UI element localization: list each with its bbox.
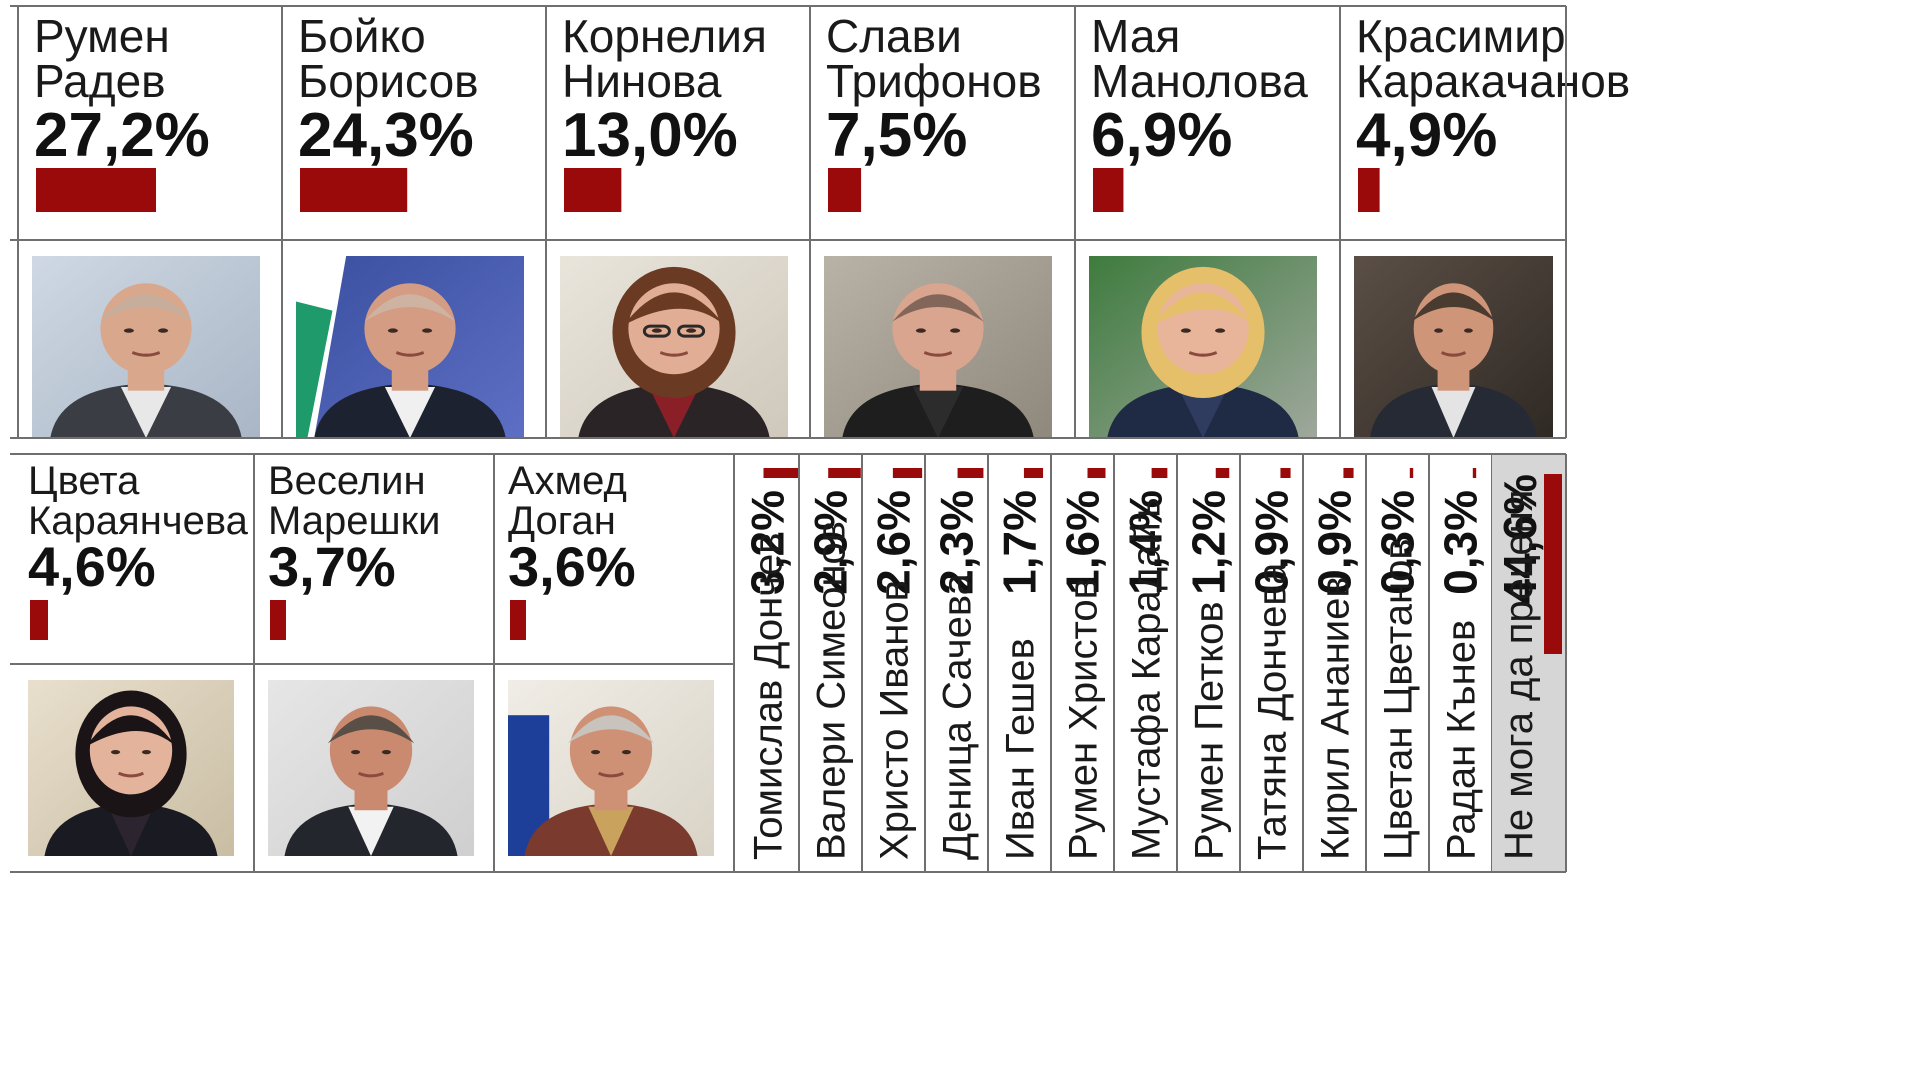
other-candidate-name: Деница Сачева <box>936 572 980 860</box>
candidate-portrait-man-bald-grey-suit-portrait <box>32 256 260 438</box>
other-candidate-bar <box>1151 468 1168 478</box>
other-candidate-bar <box>892 468 923 478</box>
undecided-name: Не мога да преценя <box>1497 490 1541 860</box>
other-candidate-name: Христо Иванов <box>873 580 917 860</box>
other-candidate-percent-label: 0,9% <box>1309 490 1361 595</box>
candidate-percent-label: 4,9% <box>1356 101 1497 170</box>
candidate-first-name: Красимир <box>1356 10 1566 62</box>
other-candidate-bar <box>1023 468 1044 478</box>
candidate-bar <box>1358 168 1380 212</box>
other-candidate-percent-label: 2,6% <box>868 490 920 595</box>
other-candidate-bar <box>763 468 800 478</box>
other-candidate-percent-label: 3,2% <box>742 490 794 595</box>
candidate-percent-label: 27,2% <box>34 101 210 170</box>
other-candidate-percent-label: 1,2% <box>1183 490 1235 595</box>
candidate-percent-label: 4,6% <box>28 535 156 598</box>
other-candidate-bar <box>1343 468 1354 478</box>
candidate-portrait-man-shaved-head-portrait <box>824 256 1052 438</box>
candidate-last-name: Доган <box>508 499 616 543</box>
other-candidate-name: Томислав Дончев <box>747 532 791 860</box>
other-candidate-name: Иван Гешев <box>999 638 1043 860</box>
candidate-first-name: Цвета <box>28 459 140 503</box>
other-candidate-name: Мустафа Карадайъ <box>1125 497 1169 860</box>
candidate-percent-label: 13,0% <box>562 101 738 170</box>
candidate-first-name: Веселин <box>268 459 426 503</box>
candidate-percent-label: 24,3% <box>298 101 474 170</box>
candidate-first-name: Ахмед <box>508 459 627 503</box>
candidate-bar <box>510 600 526 640</box>
candidate-last-name: Каракачанов <box>1356 55 1630 107</box>
other-candidate-name: Кирил Ананиев <box>1314 576 1358 860</box>
candidate-percent-label: 6,9% <box>1091 101 1232 170</box>
other-candidate-name: Цветан Цветанов <box>1377 538 1421 860</box>
candidate-first-name: Корнелия <box>562 10 767 62</box>
other-candidate-percent-label: 0,9% <box>1246 490 1298 595</box>
candidate-first-name: Румен <box>34 10 170 62</box>
other-candidate-percent-label: 1,7% <box>994 490 1046 595</box>
candidate-portrait-man-dark-hair-portrait <box>1354 256 1553 438</box>
candidate-portrait-woman-blonde-portrait <box>1089 256 1317 438</box>
other-candidate-percent-label: 1,6% <box>1057 490 1109 595</box>
candidate-portrait-woman-glasses-portrait <box>560 256 788 438</box>
other-candidate-name: Радан Кънев <box>1440 620 1484 860</box>
candidate-bar <box>564 168 622 212</box>
other-candidate-bar <box>1280 468 1291 478</box>
other-candidate-name: Татяна Дончева <box>1251 562 1295 860</box>
candidate-portrait-woman-dark-hair-portrait <box>28 680 234 856</box>
other-candidate-name: Валери Симеонов <box>810 521 854 860</box>
other-candidate-bar <box>1215 468 1230 478</box>
other-candidate-percent-label: 0,3% <box>1372 490 1424 595</box>
candidate-last-name: Манолова <box>1091 55 1308 107</box>
other-candidate-name: Румен Петков <box>1188 601 1232 860</box>
other-candidate-percent-label: 0,3% <box>1435 490 1487 595</box>
candidate-portrait-man-grey-hair-smiling-portrait <box>508 680 714 856</box>
candidate-bar <box>828 168 862 212</box>
candidate-last-name: Нинова <box>562 55 722 107</box>
candidate-last-name: Марешки <box>268 499 440 543</box>
other-candidate-percent-label: 1,4% <box>1120 490 1172 595</box>
candidate-portrait-man-dark-suit-flag-background-portrait <box>296 256 524 438</box>
candidate-percent-label: 3,6% <box>508 535 636 598</box>
other-candidate-bar <box>1087 468 1106 478</box>
other-candidate-bar <box>1472 468 1477 478</box>
other-candidate-bar <box>1409 468 1414 478</box>
candidate-first-name: Мая <box>1091 10 1180 62</box>
candidate-bar <box>36 168 156 212</box>
candidate-last-name: Радев <box>34 55 166 107</box>
candidate-portrait-man-short-hair-smiling-portrait <box>268 680 474 856</box>
candidate-bar <box>300 168 408 212</box>
undecided-bar <box>1544 474 1562 654</box>
candidate-bar <box>30 600 48 640</box>
other-candidate-bar <box>828 468 861 478</box>
candidate-bar <box>270 600 286 640</box>
candidate-first-name: Бойко <box>298 10 426 62</box>
other-candidate-bar <box>957 468 984 478</box>
other-candidate-percent-label: 2,3% <box>931 490 983 595</box>
undecided-percent-label: 44,6% <box>1494 474 1546 604</box>
other-candidate-percent-label: 2,9% <box>805 490 857 595</box>
candidate-bar <box>1093 168 1124 212</box>
candidate-first-name: Слави <box>826 10 962 62</box>
candidate-percent-label: 7,5% <box>826 101 967 170</box>
other-candidate-name: Румен Христов <box>1062 578 1106 860</box>
candidate-last-name: Борисов <box>298 55 479 107</box>
candidate-last-name: Караянчева <box>28 499 249 543</box>
candidate-last-name: Трифонов <box>826 55 1042 107</box>
candidate-percent-label: 3,7% <box>268 535 396 598</box>
